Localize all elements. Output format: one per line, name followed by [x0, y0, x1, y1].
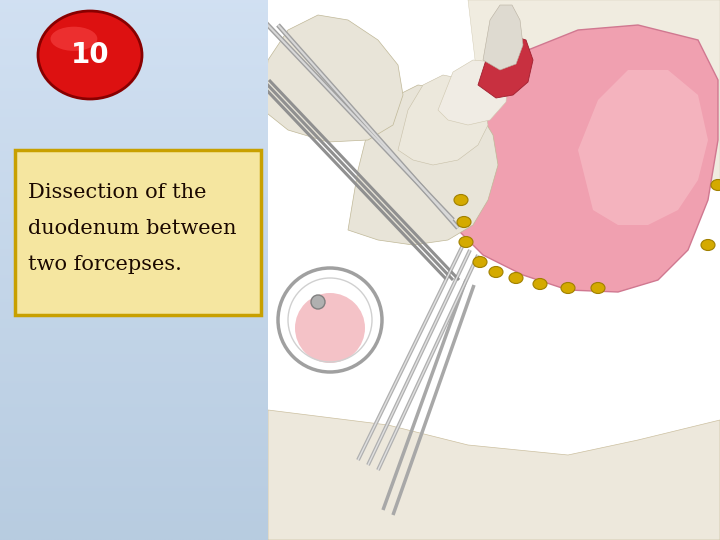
- Text: Dissection of the: Dissection of the: [28, 183, 207, 201]
- Ellipse shape: [489, 267, 503, 278]
- Polygon shape: [483, 5, 523, 70]
- Polygon shape: [398, 75, 488, 165]
- Ellipse shape: [38, 11, 142, 99]
- Ellipse shape: [533, 279, 547, 289]
- Polygon shape: [468, 0, 720, 190]
- Ellipse shape: [457, 217, 471, 227]
- Polygon shape: [263, 15, 403, 142]
- Polygon shape: [478, 35, 533, 98]
- Text: 10: 10: [71, 41, 109, 69]
- Ellipse shape: [711, 179, 720, 191]
- Polygon shape: [438, 60, 508, 125]
- Ellipse shape: [561, 282, 575, 294]
- Ellipse shape: [50, 26, 97, 51]
- Ellipse shape: [509, 273, 523, 284]
- Polygon shape: [268, 410, 720, 540]
- FancyBboxPatch shape: [15, 150, 261, 315]
- Text: two forcepses.: two forcepses.: [28, 254, 182, 273]
- Ellipse shape: [701, 240, 715, 251]
- Polygon shape: [578, 70, 708, 225]
- Circle shape: [311, 295, 325, 309]
- Ellipse shape: [454, 194, 468, 206]
- Circle shape: [295, 293, 365, 363]
- Polygon shape: [348, 85, 498, 245]
- Text: duodenum between: duodenum between: [28, 219, 236, 238]
- Ellipse shape: [459, 237, 473, 247]
- Ellipse shape: [591, 282, 605, 294]
- Ellipse shape: [473, 256, 487, 267]
- Polygon shape: [458, 25, 718, 292]
